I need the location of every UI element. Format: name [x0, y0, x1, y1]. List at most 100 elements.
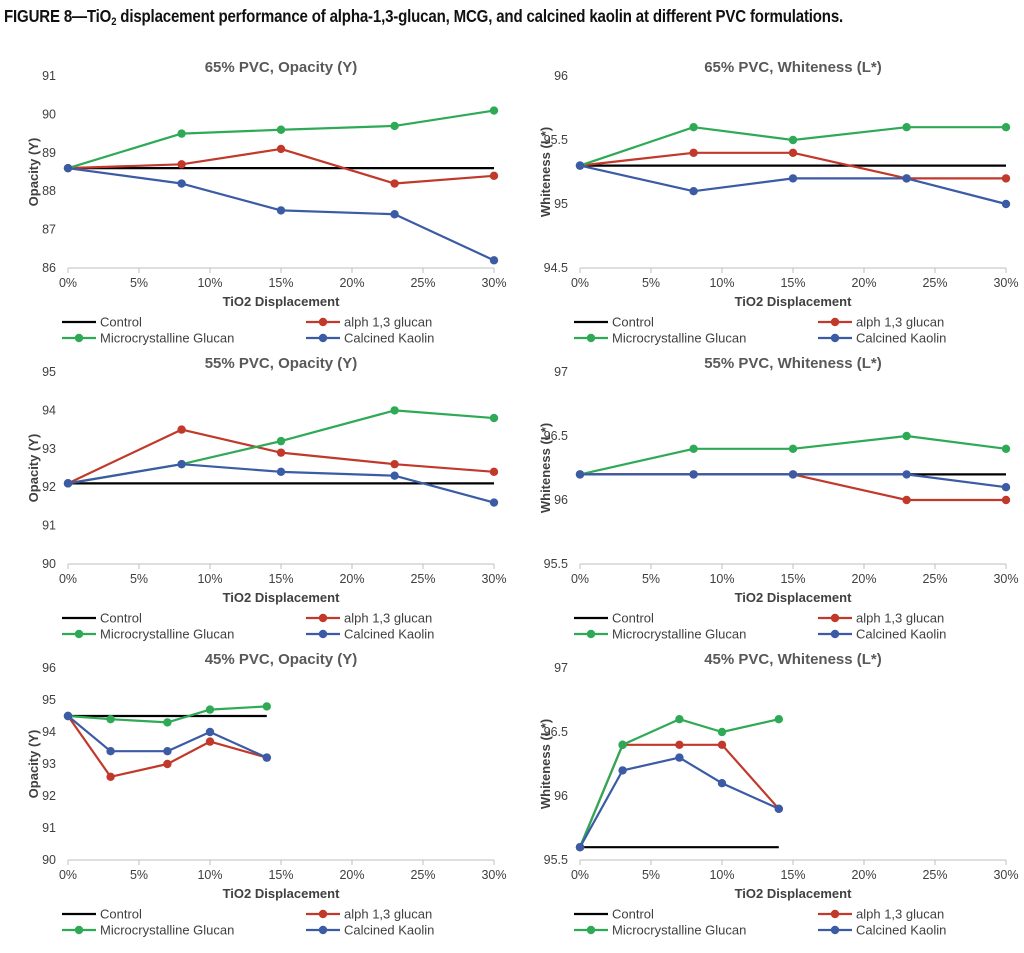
figure-title-prefix: FIGURE 8—TiO: [4, 6, 112, 26]
figure-title-subscript: 2: [111, 16, 117, 28]
chart-svg: 55% PVC, Opacity (Y) 90 91 92 93 94 95 0% 5% 10% 1…: [26, 355, 507, 642]
chart-title: 65% PVC, Whiteness (L*): [704, 59, 882, 76]
legend-label: Control: [612, 315, 654, 330]
data-point-calcined-kaolin: [177, 459, 186, 469]
data-point-calcined-kaolin: [717, 779, 727, 788]
y-tick-label: 92: [42, 480, 56, 494]
series-calcined-kaolin: [575, 753, 783, 852]
y-tick-label: 95: [554, 197, 568, 211]
x-tick-label: 10%: [197, 572, 222, 586]
y-tick-label: 96.5: [544, 429, 568, 443]
legend-item-alph-1-3-glucan: alph 1,3 glucan: [306, 907, 432, 922]
legend-item-microcrystalline-glucan: Microcrystalline Glucan: [62, 331, 234, 346]
data-point-calcined-kaolin: [390, 210, 399, 219]
x-tick-label: 5%: [642, 868, 660, 882]
data-point-microcrystalline-glucan: [390, 406, 399, 415]
legend-swatch-marker: [830, 909, 840, 919]
y-tick-label: 93: [42, 757, 56, 771]
chart-panel-45-opacity: 45% PVC, Opacity (Y) 90 91 92 93 94 95 96 0% 5% 10…: [0, 644, 512, 944]
legend-item-microcrystalline-glucan: Microcrystalline Glucan: [62, 627, 234, 642]
legend-label: Microcrystalline Glucan: [100, 923, 234, 938]
legend-label: Microcrystalline Glucan: [612, 923, 746, 938]
data-point-calcined-kaolin: [675, 753, 684, 762]
legend-swatch-marker: [318, 333, 328, 343]
y-tick-label: 96: [554, 789, 568, 803]
y-tick-label: 92: [42, 789, 56, 803]
y-tick-label: 86: [42, 261, 56, 275]
y-tick-label: 95.5: [544, 853, 568, 867]
legend-swatch-marker: [830, 925, 840, 935]
data-point-alph-1-3-glucan: [390, 459, 399, 469]
y-tick-label: 94: [42, 403, 56, 417]
legend-label: alph 1,3 glucan: [856, 611, 944, 626]
data-point-calcined-kaolin: [902, 470, 911, 479]
legend-swatch-marker: [318, 613, 328, 623]
chart-panel-65-whiteness: 65% PVC, Whiteness (L*) 94.5 95 95.5 96 0% 5% 1…: [512, 52, 1024, 352]
legend-label: Microcrystalline Glucan: [612, 627, 746, 642]
y-axis-label: Whiteness (L*): [538, 423, 553, 513]
y-tick-label: 90: [42, 557, 56, 571]
legend-label: Microcrystalline Glucan: [612, 331, 746, 346]
data-point-alph-1-3-glucan: [276, 448, 286, 457]
data-point-calcined-kaolin: [575, 161, 585, 170]
x-axis-label: TiO2 Displacement: [735, 590, 852, 605]
data-point-microcrystalline-glucan: [205, 705, 215, 714]
x-tick-label: 10%: [197, 868, 222, 882]
legend-item-alph-1-3-glucan: alph 1,3 glucan: [306, 611, 432, 626]
data-point-calcined-kaolin: [262, 753, 271, 762]
x-tick-label: 30%: [993, 868, 1018, 882]
data-point-calcined-kaolin: [276, 206, 286, 215]
legend-item-alph-1-3-glucan: alph 1,3 glucan: [818, 315, 944, 330]
data-point-calcined-kaolin: [902, 174, 911, 183]
data-point-calcined-kaolin: [575, 470, 585, 479]
data-point-calcined-kaolin: [689, 187, 698, 196]
x-tick-label: 15%: [780, 276, 805, 290]
y-axis-label: Whiteness (L*): [538, 127, 553, 217]
data-point-microcrystalline-glucan: [177, 129, 186, 138]
data-point-calcined-kaolin: [163, 747, 172, 756]
legend-swatch-marker: [74, 333, 84, 343]
x-tick-label: 25%: [410, 868, 435, 882]
x-tick-label: 5%: [130, 276, 148, 290]
x-tick-label: 5%: [130, 572, 148, 586]
data-point-alph-1-3-glucan: [177, 160, 186, 169]
legend-swatch-marker: [830, 317, 840, 327]
legend-swatch-marker: [830, 613, 840, 623]
legend-label: Control: [100, 907, 142, 922]
data-point-microcrystalline-glucan: [902, 123, 911, 132]
legend-label: alph 1,3 glucan: [344, 315, 432, 330]
x-tick-label: 25%: [922, 868, 947, 882]
data-point-microcrystalline-glucan: [489, 413, 499, 423]
data-point-microcrystalline-glucan: [1001, 123, 1011, 132]
data-point-calcined-kaolin: [575, 843, 585, 852]
legend-swatch-marker: [586, 629, 596, 639]
legend-label: alph 1,3 glucan: [856, 907, 944, 922]
x-axis-label: TiO2 Displacement: [735, 294, 852, 309]
legend-swatch-marker: [830, 333, 840, 343]
legend-swatch-marker: [74, 629, 84, 639]
x-tick-label: 15%: [780, 868, 805, 882]
data-point-microcrystalline-glucan: [788, 444, 798, 453]
data-point-microcrystalline-glucan: [618, 740, 627, 749]
x-tick-label: 25%: [922, 572, 947, 586]
x-tick-label: 30%: [993, 276, 1018, 290]
data-point-alph-1-3-glucan: [390, 179, 399, 188]
data-point-calcined-kaolin: [788, 470, 798, 479]
y-tick-label: 91: [42, 821, 56, 835]
y-tick-label: 96: [554, 69, 568, 83]
y-tick-label: 91: [42, 69, 56, 83]
series-calcined-kaolin: [63, 711, 271, 762]
data-point-microcrystalline-glucan: [390, 121, 399, 131]
data-point-calcined-kaolin: [205, 727, 215, 737]
x-tick-label: 0%: [571, 572, 589, 586]
data-point-calcined-kaolin: [63, 479, 73, 488]
data-point-calcined-kaolin: [1001, 483, 1011, 492]
y-tick-label: 88: [42, 184, 56, 198]
y-tick-label: 93: [42, 442, 56, 456]
y-tick-label: 96: [554, 493, 568, 507]
y-tick-label: 90: [42, 107, 56, 121]
y-tick-label: 95.5: [544, 557, 568, 571]
series-alph-1-3-glucan: [63, 144, 499, 188]
legend-item-alph-1-3-glucan: alph 1,3 glucan: [306, 315, 432, 330]
data-point-microcrystalline-glucan: [106, 715, 115, 724]
